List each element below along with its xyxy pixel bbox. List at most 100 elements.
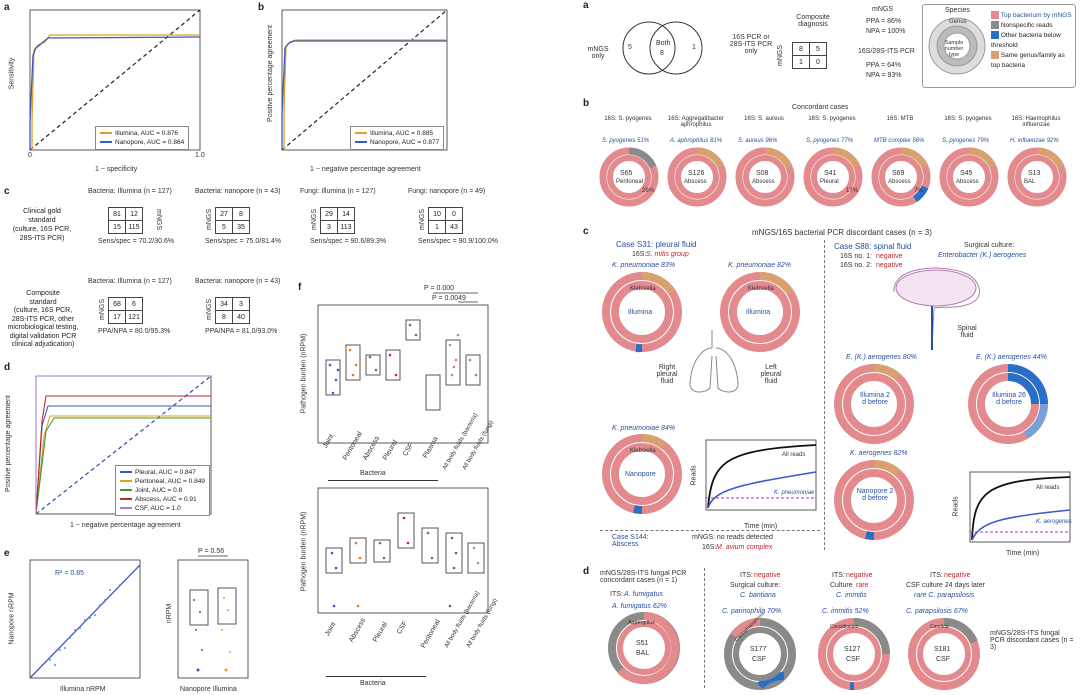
legend-genus: Genus xyxy=(949,19,967,25)
c1-its: ITS: xyxy=(740,572,753,579)
ct-3-foot: Sens/spec = 90.9/100.0% xyxy=(418,238,498,245)
ct-4-axis: mNGS xyxy=(99,299,106,320)
donut-ring xyxy=(879,155,923,199)
concordant-case-species: S. aureus 96% xyxy=(738,138,778,144)
boxplot-f-bottom xyxy=(317,487,489,614)
donut-ring xyxy=(675,155,719,199)
fungal-conc-title: mNGS/28S-ITS fungal PCR concordant cases… xyxy=(600,570,687,584)
c2-genus: Coccidioides xyxy=(830,624,859,630)
roc-b-legend-illumina: Illumina, AUC = 0.885 xyxy=(370,130,434,137)
concordant-case-species: MTB complex 56% xyxy=(874,138,925,144)
s88-curve-allreads: All reads xyxy=(1036,485,1060,491)
s31-16s: 16S: xyxy=(632,251,647,258)
legend-title: Species xyxy=(945,7,970,14)
row2-line-2: (culture, 16S PCR, xyxy=(13,307,73,314)
s144-divider xyxy=(600,530,820,531)
composite-cell: 1 xyxy=(792,55,810,69)
donut-arc xyxy=(764,147,793,169)
concordant-case-species: S. pyogenes 79% xyxy=(942,138,990,144)
box-e-ylabel: nRPM xyxy=(166,603,174,624)
concordant-case-test: 16S: S. aureus xyxy=(744,116,784,122)
fungal-divider xyxy=(704,568,705,688)
concordant-case-id: S126 xyxy=(688,170,705,177)
ct-3-grid: 10 0 1 43 xyxy=(428,207,463,234)
concordant-case-id: S08 xyxy=(756,170,769,177)
ct-2-cell: 29 xyxy=(320,207,338,221)
concordant-case-id: S41 xyxy=(824,170,837,177)
s51-type: BAL xyxy=(636,650,650,657)
box-e-pval: P = 0.56 xyxy=(198,548,225,555)
donut-arc xyxy=(832,147,861,169)
f-bot-group-rule xyxy=(326,676,426,677)
fungal-conc-its: ITS: xyxy=(610,591,623,598)
c1-neg: negative xyxy=(754,572,781,579)
concordant-case-id: S13 xyxy=(1028,170,1041,177)
panel-label-rd: d xyxy=(583,566,590,577)
roc-d-legend-2: Joint, AUC = 0.8 xyxy=(135,487,183,494)
ct-0: Bacteria: Illumina (n = 127) 81 12 15 115 m… xyxy=(88,188,174,245)
scatter-e xyxy=(29,559,141,679)
donut-s88-illumina-2d xyxy=(834,363,914,444)
concordant-case-test: 16S: S. pyogenes xyxy=(944,116,992,122)
fungal-disc-title: mNGS/28S-ITS fungal PCR discordant cases… xyxy=(990,630,1074,651)
row1-line-3: 28S-ITS PCR) xyxy=(19,235,65,242)
ct-5-cell: 3 xyxy=(232,297,250,311)
composite-cell: 8 xyxy=(792,42,810,56)
c2-its: ITS: xyxy=(832,572,845,579)
c3-cult: CSF culture 24 days later xyxy=(906,582,985,589)
row2-line-0: Composite xyxy=(26,290,60,297)
s88-reads-ylabel: Reads xyxy=(952,496,960,517)
donut-ring xyxy=(743,155,787,199)
donut-s181 xyxy=(908,617,980,690)
scatter-e-ylabel: Nanopore nRPM xyxy=(8,592,16,645)
discordant-divider xyxy=(824,240,825,550)
panel-label-a: a xyxy=(4,2,10,13)
ct-2-axis: mNGS xyxy=(311,209,318,230)
f-bot-cat-0: Joint xyxy=(324,621,338,638)
ct-2: Fungi: Illumina (n = 127) 29 14 3 113 mNGS … xyxy=(300,188,386,245)
ct-1-cell: 27 xyxy=(215,207,233,221)
s51-genus: Aspergillus xyxy=(628,620,655,626)
f-bot-ylabel: Pathogen burden (nRPM) xyxy=(300,511,308,592)
brain-spine-icon xyxy=(893,267,980,351)
ct-0-cell: 12 xyxy=(125,207,143,221)
venn-mid-label: Both xyxy=(656,40,671,47)
venn-left-label: mNGS only xyxy=(587,46,609,60)
venn-right-label: 16S PCR or 28S-ITS PCR only xyxy=(729,34,773,55)
kp1-label: K. pneumoniae 83% xyxy=(612,262,676,269)
concordant-case-species: S. pyogenes 51% xyxy=(602,138,650,144)
roc-a-legend: Illumina, AUC = 0.876 Nanopore, AUC = 0.… xyxy=(95,126,190,150)
c2-neg: negative xyxy=(846,572,873,579)
mngs-npa: NPA = 100% xyxy=(866,28,906,35)
legend-item-3: Same genus/family as top bacteria xyxy=(991,52,1065,69)
lungs-icon xyxy=(689,330,739,393)
donut-center xyxy=(886,162,916,192)
legend-items: Top bacterium by mNGS Nonspecific reads … xyxy=(991,11,1072,71)
panel-label-rc: c xyxy=(583,226,589,237)
ct-0-cell: 81 xyxy=(108,207,126,221)
venn-diagram xyxy=(622,21,703,75)
spinal-fluid-label: Spinal fluid xyxy=(957,325,977,339)
donut-center xyxy=(614,162,644,192)
ct-3-title: Fungi: nanopore (n = 49) xyxy=(408,188,486,195)
donut-center xyxy=(1022,162,1052,192)
c3-id: S181 xyxy=(934,646,951,653)
donut-s31-illumina-right xyxy=(602,271,682,353)
concordant-case-type: Pleural xyxy=(820,179,839,185)
roc-chart-d xyxy=(35,375,212,515)
roc-b-xlabel: 1 − negative percentage agreement xyxy=(310,166,421,173)
panel-label-d: d xyxy=(4,362,11,373)
s31-title: Case S31: pleural fluid xyxy=(616,240,697,249)
ct-2-grid: 29 14 3 113 xyxy=(320,207,355,234)
f-pval-0: P = 0.000 xyxy=(424,285,455,292)
roc-a-legend-nanopore: Nanopore, AUC = 0.864 xyxy=(115,139,185,146)
f-bot-cats: Joint Abscess Pleural CSF Peritoneal All… xyxy=(318,591,499,652)
ct-0-cell: 15 xyxy=(108,220,126,234)
ct-1-grid: 27 8 5 35 xyxy=(215,207,250,234)
af-label: A. fumigatus 62% xyxy=(612,603,667,610)
ct-4-cell: 17 xyxy=(108,310,126,324)
ct-0-foot: Sens/spec = 70.2/30.6% xyxy=(98,238,175,245)
donut-arc xyxy=(1036,147,1065,169)
ct-2-title: Fungi: Illumina (n = 127) xyxy=(300,188,376,195)
